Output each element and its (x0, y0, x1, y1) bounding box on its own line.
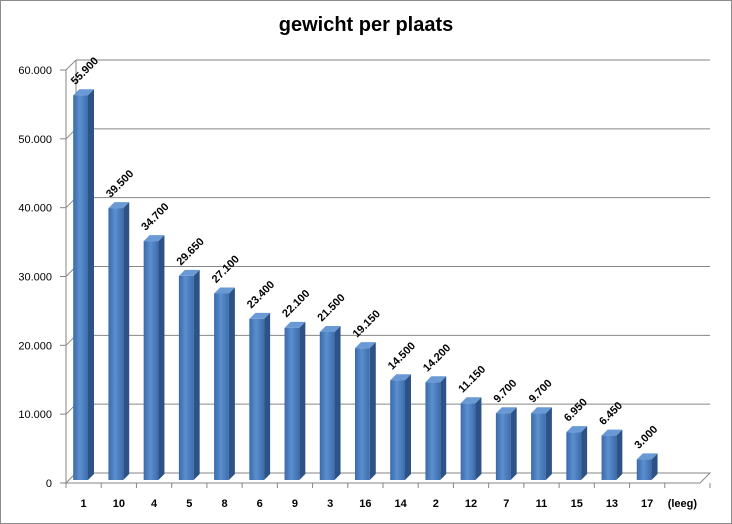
bar (214, 293, 229, 480)
x-tick-label: 3 (327, 498, 333, 510)
bar-top (73, 89, 95, 96)
x-tick-label: 5 (186, 498, 192, 510)
x-tick-label: 10 (113, 498, 125, 510)
x-tick-label: (leeg) (668, 498, 698, 510)
data-label: 3.000 (632, 424, 660, 452)
x-tick-label: 12 (465, 498, 477, 510)
bar-side (228, 287, 235, 480)
bar-top (531, 407, 552, 414)
bar-side (158, 235, 165, 480)
data-label: 23.400 (245, 279, 277, 311)
bar-side (475, 397, 482, 480)
x-tick-label: 2 (433, 498, 439, 510)
bar (354, 348, 370, 480)
chart-title: gewicht per plaats (278, 14, 454, 36)
bar-top (390, 374, 412, 381)
bar-side (299, 321, 306, 480)
bar-top (143, 235, 165, 242)
x-tick-label: 9 (292, 498, 298, 510)
y-tick-label: 30.000 (18, 272, 52, 284)
bar-side (405, 374, 412, 480)
data-label: 29.650 (175, 236, 207, 268)
bar-top (214, 287, 235, 294)
x-tick-label: 17 (641, 498, 653, 510)
bar-side (440, 376, 447, 480)
x-tick-label: 1 (81, 498, 87, 510)
data-label: 14.500 (386, 340, 418, 372)
y-tick-label: 40.000 (18, 203, 52, 215)
x-tick-label: 13 (606, 498, 618, 510)
bar (249, 318, 265, 480)
x-tick-label: 16 (359, 498, 371, 510)
data-label: 22.100 (280, 288, 312, 320)
bar-top (354, 342, 376, 349)
y-tick-label: 10.000 (18, 409, 52, 421)
bar-side (334, 326, 341, 480)
bar-top (108, 202, 130, 209)
bar (390, 380, 406, 480)
bar (73, 95, 89, 480)
bar-top (636, 453, 658, 460)
bar-side (123, 202, 130, 480)
data-label: 39.500 (104, 168, 136, 200)
y-tick-label: 60.000 (18, 65, 52, 77)
bar (531, 413, 546, 480)
bar-side (510, 407, 517, 480)
bar-side (616, 429, 623, 480)
bar-side (581, 426, 588, 480)
bar-top (425, 376, 447, 383)
bar (425, 382, 441, 480)
x-tick-label: 15 (571, 498, 583, 510)
x-tick-label: 11 (536, 498, 548, 510)
data-label: 9.700 (527, 377, 555, 405)
y-tick-label: 0 (46, 478, 52, 490)
bar (319, 332, 335, 480)
data-label: 34.700 (139, 201, 171, 233)
bar-top (566, 426, 588, 433)
data-label: 11.150 (456, 364, 488, 396)
y-tick-label: 50.000 (18, 134, 52, 146)
bar (601, 435, 617, 480)
bar-side (651, 453, 658, 480)
bar-top (460, 397, 482, 404)
bar-side (193, 269, 200, 480)
x-tick-label: 6 (257, 498, 263, 510)
x-tick-label: 14 (394, 498, 407, 510)
x-tick-label: 4 (151, 498, 158, 510)
bar (178, 275, 194, 480)
bar (636, 459, 652, 480)
bar (495, 413, 511, 480)
data-label: 21.500 (315, 292, 347, 324)
y-tick-label: 20.000 (18, 340, 52, 352)
bar-top (284, 321, 306, 328)
bar-top (319, 326, 341, 333)
bar-top (249, 312, 271, 319)
bar (566, 432, 582, 480)
gridline-depth (65, 59, 77, 71)
bar (143, 241, 159, 480)
x-tick-label: 8 (221, 498, 227, 510)
bar-side (88, 89, 95, 480)
bar-top (495, 407, 517, 414)
bar (460, 403, 476, 480)
data-label: 6.950 (562, 396, 590, 424)
bar-top (178, 269, 200, 276)
bar-side (264, 312, 271, 480)
bar-side (369, 342, 376, 480)
bar-side (545, 407, 552, 480)
data-label: 9.700 (492, 377, 520, 405)
data-label: 27.100 (210, 253, 242, 285)
data-label: 14.200 (421, 342, 453, 374)
bar (284, 327, 300, 480)
x-tick-label: 7 (503, 498, 509, 510)
bar-top (601, 429, 623, 436)
bar (108, 208, 124, 480)
